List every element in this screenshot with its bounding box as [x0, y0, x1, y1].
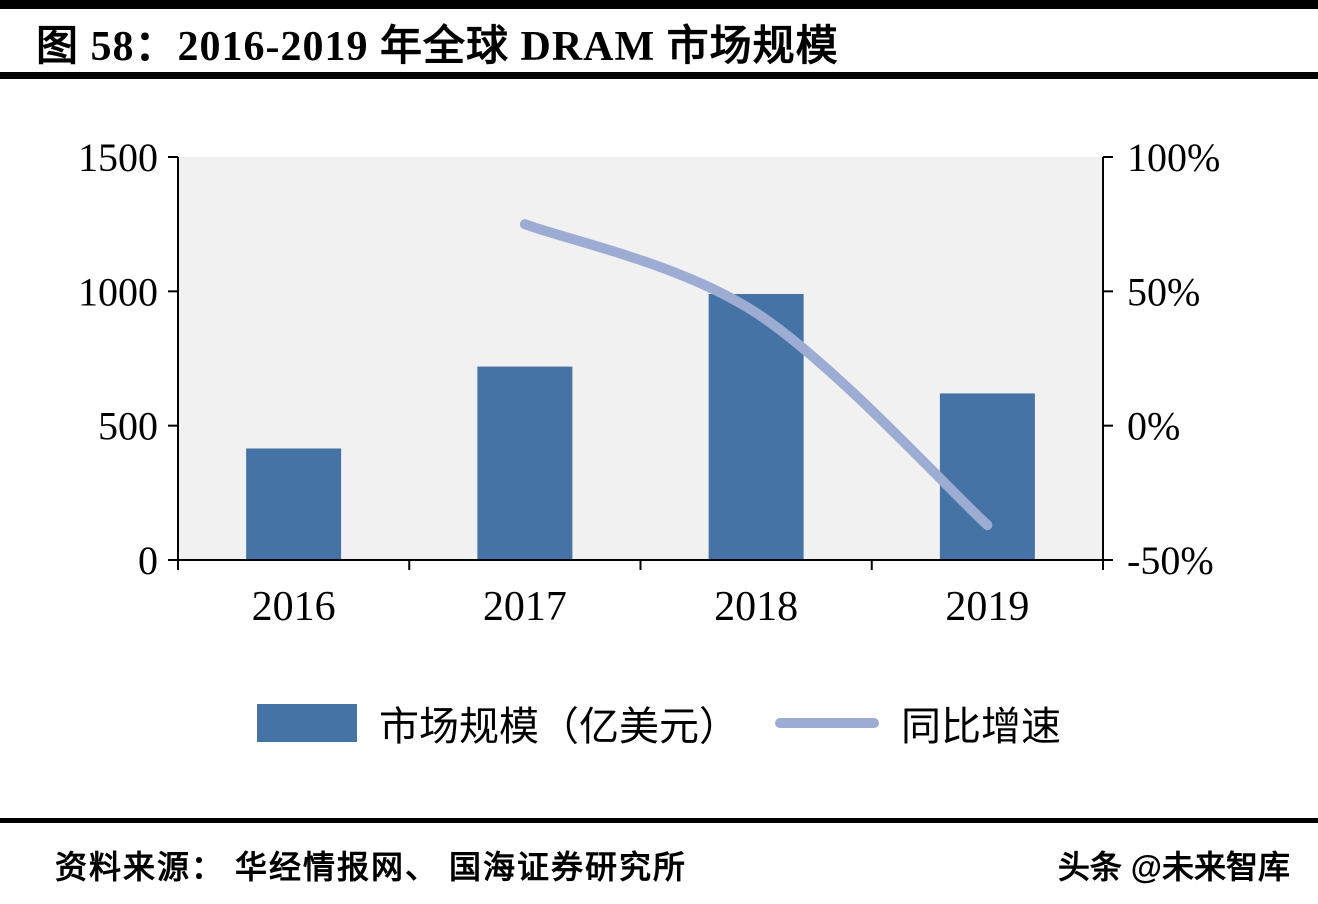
dram-market-chart: 1500 1000 500 0 100% 50% 0% -50% 2016 2017 2018 201…: [78, 135, 1220, 630]
x-axis-label: 2016: [252, 584, 336, 630]
source-note: 资料来源： 华经情报网、 国海证券研究所: [55, 849, 688, 885]
bar-2019: [939, 393, 1035, 560]
x-axis-label: 2017: [483, 584, 567, 630]
left-axis-tick-label: 1000: [78, 269, 158, 314]
x-axis-label: 2019: [945, 584, 1029, 630]
left-axis-tick-label: 0: [138, 538, 158, 583]
legend-label-growth: 同比增速: [901, 704, 1061, 749]
right-axis-tick-label: 50%: [1127, 269, 1200, 314]
x-axis-label: 2018: [714, 584, 798, 630]
right-axis-tick-label: 0%: [1127, 404, 1180, 449]
left-axis-tick-label: 1500: [78, 135, 158, 180]
title-divider: [0, 72, 1318, 79]
left-axis-tick-label: 500: [98, 404, 158, 449]
right-axis-tick-label: -50%: [1127, 538, 1214, 583]
bar-series-swatch: [257, 704, 357, 742]
legend-item-market-size: 市场规模（亿美元）: [257, 694, 739, 752]
footer-divider: [0, 818, 1318, 823]
legend-label-market-size: 市场规模（亿美元）: [379, 704, 739, 749]
line-series-swatch: [775, 718, 879, 728]
growth-line: [519, 219, 993, 531]
bar-2017: [477, 366, 573, 560]
top-divider: [0, 0, 1318, 9]
watermark: 头条 @未来智库: [1057, 849, 1290, 885]
right-axis-tick-label: 100%: [1127, 135, 1220, 180]
legend: 市场规模（亿美元） 同比增速: [0, 698, 1318, 749]
legend-item-growth: 同比增速: [775, 694, 1061, 752]
bar-2016: [246, 448, 342, 560]
figure-title: 图 58：2016-2019 年全球 DRAM 市场规模: [36, 24, 839, 70]
